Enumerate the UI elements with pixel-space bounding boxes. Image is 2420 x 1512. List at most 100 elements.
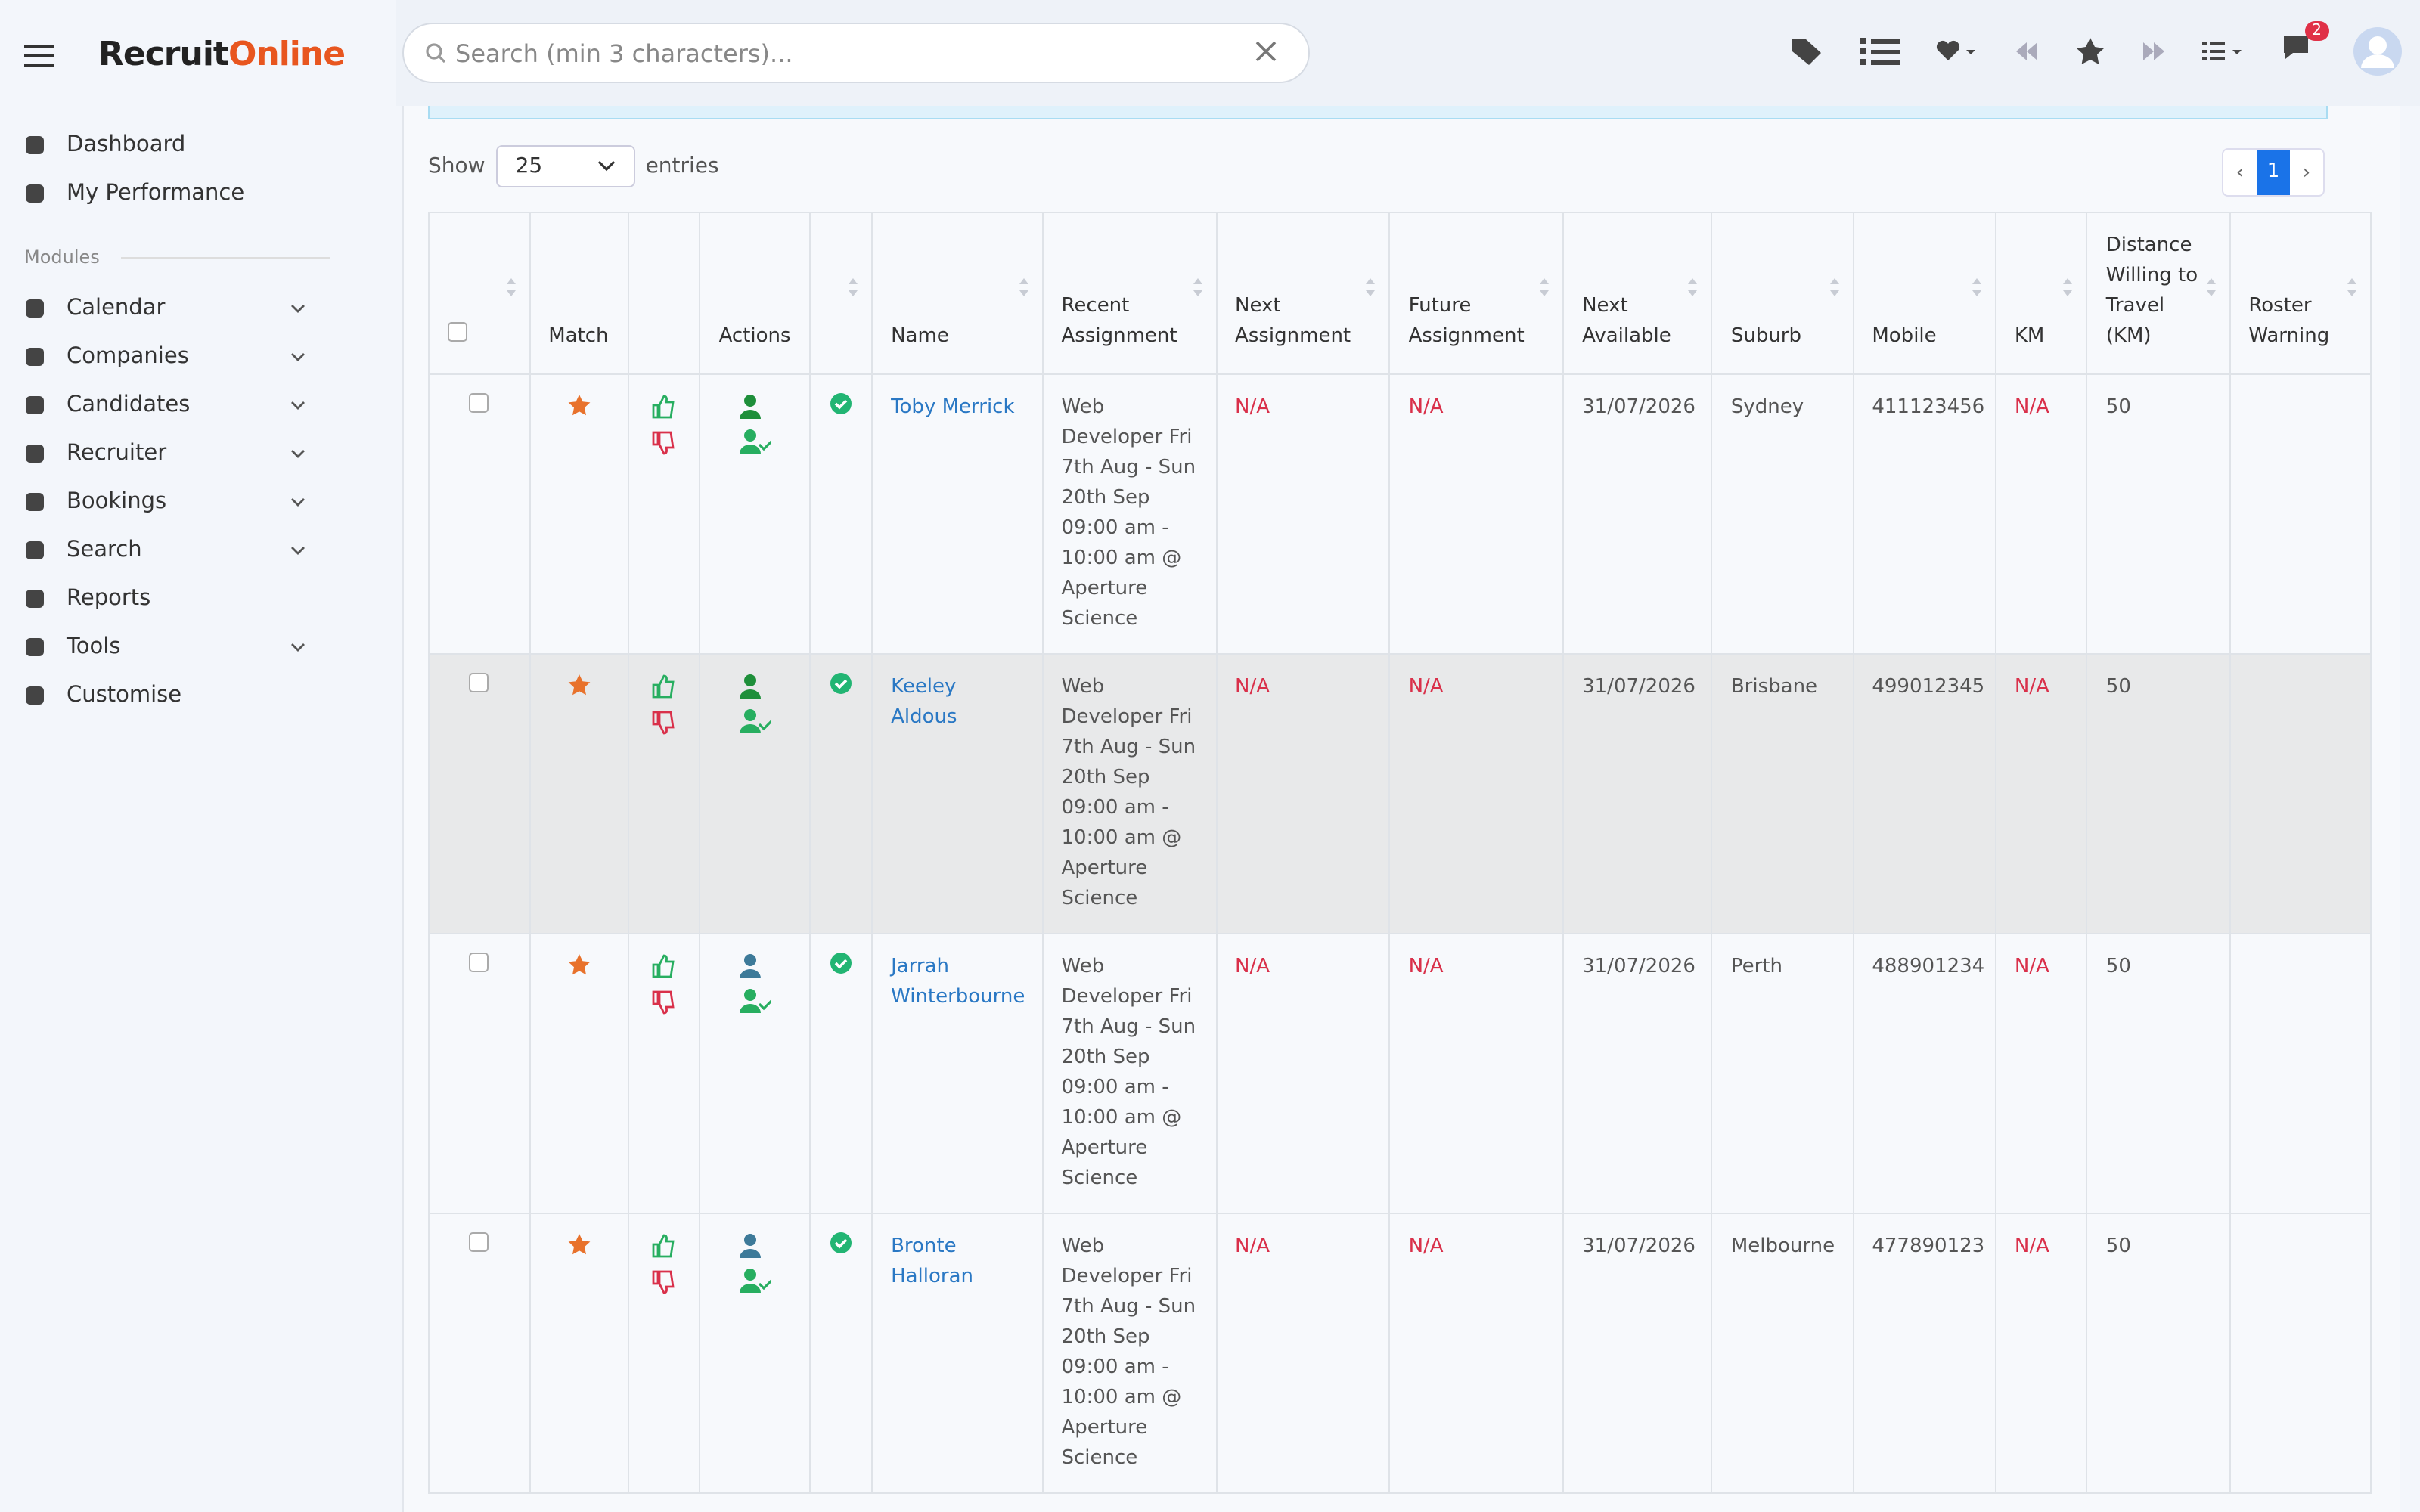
nav-label: Tools: [67, 635, 121, 659]
cell-roster: [2229, 653, 2372, 934]
status-icon: [809, 373, 873, 655]
nav-label: Bookings: [67, 490, 167, 514]
brand[interactable]: RecruitOnline: [98, 36, 346, 74]
cell-name[interactable]: Keeley Aldous: [871, 653, 1044, 934]
star-icon[interactable]: [2075, 36, 2105, 67]
match-star[interactable]: [529, 1213, 630, 1494]
cell-next: N/A: [1215, 373, 1391, 655]
nav-label: Candidates: [67, 393, 191, 417]
row-checkbox[interactable]: [428, 653, 531, 934]
cell-future: N/A: [1388, 373, 1565, 655]
cell-suburb: Brisbane: [1711, 653, 1854, 934]
column-header[interactable]: Roster Warning: [2229, 212, 2372, 375]
forward-icon[interactable]: [2142, 41, 2166, 62]
column-header[interactable]: Next Assignment: [1215, 212, 1391, 375]
header-label: Distance Willing to Travel (KM): [2105, 234, 2198, 348]
cell-name[interactable]: Jarrah Winterbourne: [871, 933, 1044, 1214]
cell-mobile: 488901234: [1852, 933, 1996, 1214]
column-header[interactable]: [628, 212, 701, 375]
header-label: Next Available: [1582, 295, 1671, 348]
cell-km: N/A: [1994, 653, 2088, 934]
rating-buttons[interactable]: [628, 1213, 701, 1494]
column-header[interactable]: Actions: [699, 212, 811, 375]
column-header[interactable]: Next Available: [1562, 212, 1713, 375]
cell-name[interactable]: Toby Merrick: [871, 373, 1044, 655]
favourites-menu[interactable]: [1936, 39, 1978, 64]
brand-o: O: [228, 36, 256, 74]
nav-label: Recruiter: [67, 442, 167, 466]
search-box[interactable]: Search (min 3 characters)...: [402, 23, 1310, 83]
column-header[interactable]: Distance Willing to Travel (KM): [2086, 212, 2231, 375]
page-button[interactable]: 1: [2257, 150, 2290, 195]
cell-future: N/A: [1388, 933, 1565, 1214]
nav-item[interactable]: Bookings: [24, 478, 327, 526]
column-header[interactable]: [428, 212, 531, 375]
rating-buttons[interactable]: [628, 933, 701, 1214]
section-label: Modules: [24, 246, 330, 268]
clear-search[interactable]: [1254, 39, 1278, 64]
nav-label: Search: [67, 538, 142, 562]
nav-item[interactable]: Recruiter: [24, 429, 327, 478]
row-checkbox[interactable]: [428, 933, 531, 1214]
nav-item[interactable]: Dashboard: [24, 121, 327, 169]
next-page[interactable]: ›: [2302, 161, 2311, 184]
match-star[interactable]: [529, 373, 630, 655]
list-menu[interactable]: [2202, 41, 2245, 62]
page-size-select[interactable]: 25: [495, 145, 635, 187]
cell-next: N/A: [1215, 1213, 1391, 1494]
nav-item[interactable]: Search: [24, 526, 327, 575]
action-icons[interactable]: [699, 373, 811, 655]
nav-item[interactable]: Reports: [24, 575, 327, 623]
brand-end: nline: [256, 36, 346, 74]
action-icons[interactable]: [699, 933, 811, 1214]
cell-distance: 50: [2086, 933, 2231, 1214]
match-star[interactable]: [529, 933, 630, 1214]
table-row[interactable]: Bronte Halloran Web Developer Fri 7th Aug…: [428, 1213, 2372, 1494]
column-header[interactable]: Recent Assignment: [1041, 212, 1218, 375]
action-icons[interactable]: [699, 653, 811, 934]
avatar[interactable]: [2353, 27, 2402, 76]
table-row[interactable]: Jarrah Winterbourne Web Developer Fri 7th…: [428, 933, 2372, 1214]
cell-recent: Web Developer Fri 7th Aug - Sun 20th Sep…: [1041, 373, 1218, 655]
top-nav: Dashboard My Performance: [24, 121, 327, 218]
table-row[interactable]: Keeley Aldous Web Developer Fri 7th Aug -…: [428, 653, 2372, 934]
header-label: Name: [891, 325, 949, 348]
nav-item[interactable]: Candidates: [24, 381, 327, 429]
list-icon[interactable]: [1860, 36, 1900, 67]
nav-item[interactable]: My Performance: [24, 169, 327, 218]
nav-item[interactable]: Tools: [24, 623, 327, 671]
rating-buttons[interactable]: [628, 653, 701, 934]
nav-item[interactable]: Calendar: [24, 284, 327, 333]
prev-page[interactable]: ‹: [2235, 161, 2245, 184]
action-icons[interactable]: [699, 1213, 811, 1494]
messages[interactable]: 2: [2281, 21, 2329, 70]
nav-label: Dashboard: [67, 133, 186, 157]
header-label: Recent Assignment: [1061, 295, 1177, 348]
nav-label: Customise: [67, 683, 182, 708]
menu-button[interactable]: [24, 45, 54, 67]
row-checkbox[interactable]: [428, 373, 531, 655]
header-label: Roster Warning: [2248, 295, 2330, 348]
cell-suburb: Sydney: [1711, 373, 1854, 655]
nav-item[interactable]: Companies: [24, 333, 327, 381]
row-checkbox[interactable]: [428, 1213, 531, 1494]
column-header[interactable]: KM: [1994, 212, 2088, 375]
cell-name[interactable]: Bronte Halloran: [871, 1213, 1044, 1494]
header-label: KM: [2014, 325, 2045, 348]
column-header[interactable]: [809, 212, 873, 375]
back-icon[interactable]: [2015, 41, 2039, 62]
match-star[interactable]: [529, 653, 630, 934]
table-row[interactable]: Toby Merrick Web Developer Fri 7th Aug - …: [428, 373, 2372, 655]
tags-icon[interactable]: [1791, 36, 1824, 67]
header-label: Mobile: [1872, 325, 1937, 348]
nav-item[interactable]: Customise: [24, 671, 327, 720]
content: Show 25 entries ‹ 1 › Match Actions Name Rece…: [402, 106, 2400, 1512]
column-header[interactable]: Future Assignment: [1388, 212, 1565, 375]
modules-label: Modules: [24, 246, 100, 268]
column-header[interactable]: Name: [871, 212, 1044, 375]
cell-km: N/A: [1994, 1213, 2088, 1494]
column-header[interactable]: Mobile: [1852, 212, 1996, 375]
column-header[interactable]: Match: [529, 212, 630, 375]
column-header[interactable]: Suburb: [1711, 212, 1854, 375]
rating-buttons[interactable]: [628, 373, 701, 655]
